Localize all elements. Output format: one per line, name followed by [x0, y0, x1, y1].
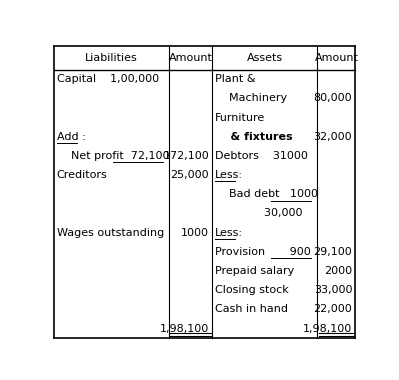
Text: Net profit  72,100: Net profit 72,100 [57, 151, 169, 161]
Text: Amount: Amount [169, 52, 213, 63]
Text: Liabilities: Liabilities [85, 52, 138, 63]
Text: Debtors    31000: Debtors 31000 [215, 151, 308, 161]
Text: Wages outstanding: Wages outstanding [57, 228, 164, 238]
Text: Cash in hand: Cash in hand [215, 304, 288, 314]
Text: Prepaid salary: Prepaid salary [215, 266, 294, 276]
Text: Provision       900: Provision 900 [215, 247, 311, 257]
Text: 30,000: 30,000 [215, 209, 303, 218]
Text: Add :: Add : [57, 132, 85, 142]
Text: 1,98,100: 1,98,100 [303, 324, 352, 334]
Text: 172,100: 172,100 [163, 151, 209, 161]
Text: 1000: 1000 [181, 228, 209, 238]
Text: 1,98,100: 1,98,100 [160, 324, 209, 334]
Text: & fixtures: & fixtures [215, 132, 293, 142]
Text: Machinery: Machinery [215, 93, 287, 103]
Text: Amount: Amount [314, 52, 358, 63]
Text: 22,000: 22,000 [314, 304, 352, 314]
Text: 2000: 2000 [324, 266, 352, 276]
Text: Bad debt   1000: Bad debt 1000 [215, 189, 318, 199]
Text: Closing stock: Closing stock [215, 285, 289, 295]
Text: Assets: Assets [247, 52, 283, 63]
Text: 25,000: 25,000 [170, 170, 209, 180]
Text: 33,000: 33,000 [314, 285, 352, 295]
Text: 32,000: 32,000 [314, 132, 352, 142]
Text: Capital    1,00,000: Capital 1,00,000 [57, 74, 159, 84]
Text: Plant &: Plant & [215, 74, 256, 84]
Text: 29,100: 29,100 [314, 247, 352, 257]
Text: Less:: Less: [215, 170, 243, 180]
Text: Creditors: Creditors [57, 170, 107, 180]
Text: Less:: Less: [215, 228, 243, 238]
Text: 80,000: 80,000 [314, 93, 352, 103]
Text: Furniture: Furniture [215, 112, 266, 123]
